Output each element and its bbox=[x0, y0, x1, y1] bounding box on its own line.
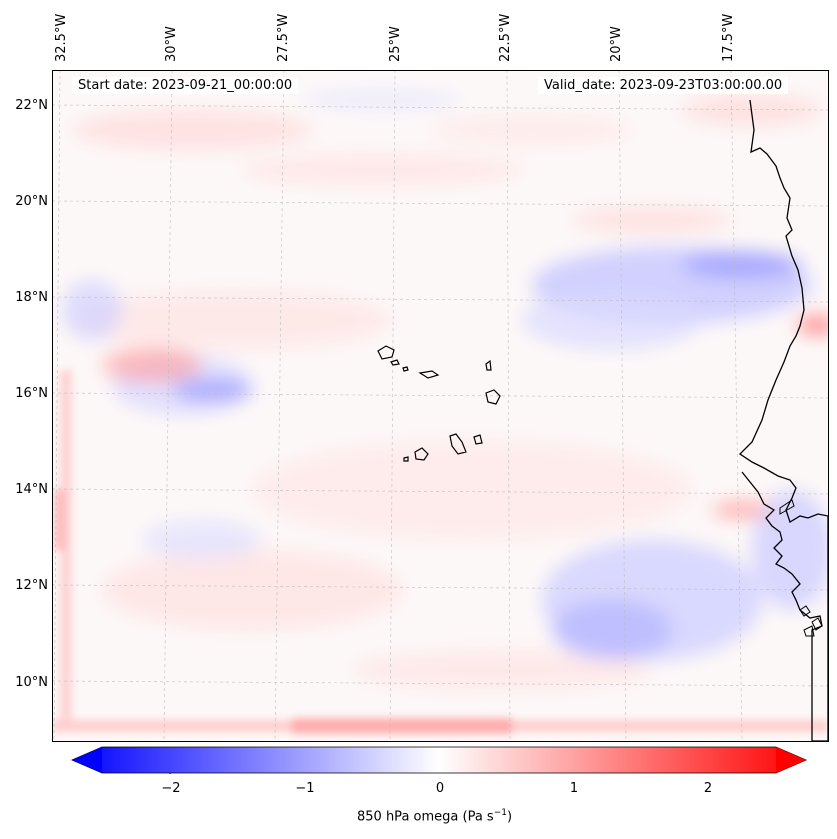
lat-label-16n: 16°N bbox=[15, 386, 48, 401]
omega-shading bbox=[62, 90, 828, 690]
lon-label-20w: 20°W bbox=[609, 26, 624, 62]
lon-label-17-5w: 17.5°W bbox=[721, 13, 736, 62]
colorbar-label: 850 hPa omega (Pa s−1) bbox=[357, 808, 513, 825]
omega-field bbox=[52, 70, 828, 741]
lon-label-27-5w: 27.5°W bbox=[276, 13, 291, 62]
omega-map bbox=[52, 70, 828, 741]
colorbar-tick-neg2: −2 bbox=[161, 781, 181, 796]
colorbar-tick-2: 2 bbox=[703, 781, 713, 796]
lat-label-20n: 20°N bbox=[15, 194, 48, 209]
cape-verde-islands bbox=[377, 345, 501, 462]
colorbar-high-extend bbox=[776, 747, 806, 773]
lon-label-25w: 25°W bbox=[388, 26, 403, 62]
lon-label-30w: 30°W bbox=[164, 26, 179, 62]
bijagos-islands bbox=[799, 605, 823, 637]
boundary-bands bbox=[52, 370, 828, 734]
gambia-detail bbox=[779, 499, 795, 515]
colorbar-low-extend bbox=[72, 747, 102, 773]
lon-label-32-5w: 32.5°W bbox=[54, 13, 69, 62]
gridlines bbox=[52, 70, 828, 741]
colorbar-tick-1: 1 bbox=[569, 781, 579, 796]
lat-label-12n: 12°N bbox=[15, 578, 48, 593]
colorbar-tick-neg1: −1 bbox=[295, 781, 315, 796]
start-date-label: Start date: 2023-09-21_00:00:00 bbox=[72, 77, 299, 94]
lat-label-18n: 18°N bbox=[15, 290, 48, 305]
africa-coastline bbox=[738, 99, 828, 741]
valid-date-label: Valid_date: 2023-09-23T03:00:00.00 bbox=[538, 77, 789, 94]
lat-label-22n: 22°N bbox=[15, 98, 48, 113]
colorbar-body bbox=[70, 746, 808, 774]
lat-label-10n: 10°N bbox=[15, 675, 48, 690]
colorbar bbox=[70, 746, 808, 774]
lon-label-22-5w: 22.5°W bbox=[498, 13, 513, 62]
colorbar-tick-0: 0 bbox=[435, 781, 445, 796]
lat-label-14n: 14°N bbox=[15, 482, 48, 497]
